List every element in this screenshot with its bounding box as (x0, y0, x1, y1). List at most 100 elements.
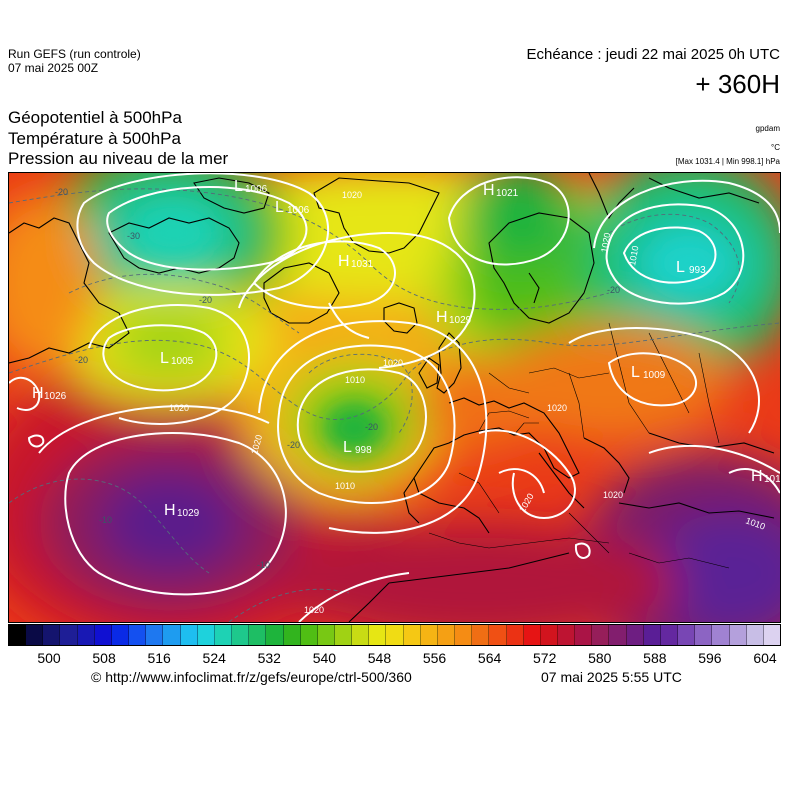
color-scale-tick-label: 556 (422, 650, 447, 666)
svg-text:1021: 1021 (496, 188, 519, 199)
color-scale-swatch (678, 625, 696, 645)
title-temperature: Température à 500hPa (8, 129, 181, 148)
color-scale-swatch (334, 625, 353, 645)
unit-temperature: °C (771, 143, 780, 152)
svg-text:1026: 1026 (44, 391, 67, 402)
isotherm-label: -30 (127, 231, 140, 241)
high-centre: H 1031 (338, 253, 374, 270)
country-borders (428, 322, 730, 569)
forecast-valid-time: Echéance : jeudi 22 mai 2025 0h UTC (526, 46, 780, 63)
color-scale-swatch (609, 625, 627, 645)
color-scale-swatch (300, 625, 318, 645)
color-scale-tick-label: 596 (698, 650, 722, 666)
source-url[interactable]: © http://www.infoclimat.fr/z/gefs/europe… (91, 669, 412, 685)
geopotential-detail (134, 207, 727, 450)
svg-text:1031: 1031 (351, 259, 374, 270)
low-centre: L 1006 (275, 199, 310, 216)
color-scale-tick-label: 524 (202, 650, 226, 666)
geopotential-field (9, 173, 780, 622)
isotherm-label: -20 (199, 295, 212, 305)
color-scale-swatch (317, 625, 335, 645)
isotherm-label: -10 (257, 560, 270, 570)
color-scale-swatch (283, 625, 301, 645)
forecast-hours: + 360H (695, 69, 780, 99)
color-scale-tick-label: 580 (588, 650, 612, 666)
color-scale-tick-label: 604 (753, 650, 777, 666)
svg-text:H: H (436, 309, 448, 326)
color-scale-tick-label: 500 (37, 650, 61, 666)
isotherm-label: -20 (365, 422, 378, 432)
svg-text:1006: 1006 (287, 205, 310, 216)
color-scale-swatch (163, 625, 181, 645)
svg-text:1005: 1005 (171, 356, 194, 367)
isotherm-label: -20 (55, 187, 68, 197)
color-scale-swatch (472, 625, 490, 645)
svg-text:993: 993 (689, 265, 706, 276)
isotherm-label: -20 (607, 285, 620, 295)
isobar-label: 1010 (345, 375, 365, 385)
isobar-label: 1020 (169, 403, 189, 413)
color-scale-swatch (60, 625, 78, 645)
high-centre: H 1026 (32, 385, 67, 402)
color-scale-tick-label: 588 (643, 650, 667, 666)
isobar-label: 1020 (547, 403, 567, 413)
isotherm-label: -20 (287, 440, 300, 450)
isobar-label: 1020 (599, 232, 612, 253)
color-scale-swatch (575, 625, 593, 645)
isotherm-label: -20 (75, 355, 88, 365)
isobar-label: 1020 (603, 490, 623, 500)
color-scale-swatch (180, 625, 198, 645)
title-pressure: Pression au niveau de la mer (8, 149, 229, 168)
color-scale-tick-label: 564 (477, 650, 502, 666)
color-scale-swatch (94, 625, 112, 645)
color-scale-tick-label: 548 (367, 650, 392, 666)
color-scale-swatch (506, 625, 524, 645)
color-scale-swatch (746, 625, 764, 645)
color-scale-swatch (437, 625, 456, 645)
svg-text:L: L (343, 439, 352, 456)
svg-text:1029: 1029 (449, 315, 472, 326)
run-line-1: Run GEFS (run controle) (8, 47, 141, 61)
color-scale-swatch (129, 625, 147, 645)
color-scale-swatch (558, 625, 576, 645)
svg-text:L: L (676, 259, 685, 276)
color-scale-swatch (643, 625, 661, 645)
generation-time: 07 mai 2025 5:55 UTC (541, 669, 682, 685)
color-scale-swatch (420, 625, 438, 645)
color-scale-swatch (214, 625, 233, 645)
svg-text:L: L (275, 199, 284, 216)
color-scale-swatch (26, 625, 44, 645)
run-line-2: 07 mai 2025 00Z (8, 61, 99, 75)
color-scale-swatch (146, 625, 164, 645)
low-centre: L 998 (343, 439, 372, 456)
isobars (9, 173, 780, 622)
color-scale-tick-label: 540 (312, 650, 337, 666)
svg-text:H: H (164, 502, 176, 519)
color-scale-swatch (266, 625, 284, 645)
low-centre: L 1006 (234, 178, 268, 195)
color-scale-tick-label: 572 (533, 650, 557, 666)
color-scale-tick-label: 508 (92, 650, 116, 666)
color-scale-swatch (197, 625, 215, 645)
svg-text:1029: 1029 (177, 508, 200, 519)
pressure-centres: H 1021 H 1031 H 1029 H 1026 H 1029 H 101 L 1006… (32, 178, 780, 519)
color-scale-swatch (540, 625, 558, 645)
color-scale-swatch (111, 625, 130, 645)
weather-map-canvas: H 1021 H 1031 H 1029 H 1026 H 1029 H 101 L 1006… (9, 173, 780, 622)
svg-text:H: H (32, 385, 44, 402)
svg-text:998: 998 (355, 445, 372, 456)
svg-text:H: H (483, 182, 495, 199)
color-scale-swatch (9, 625, 27, 645)
low-centre: L 993 (676, 259, 706, 276)
color-scale-swatch (763, 625, 781, 645)
color-scale-swatch (403, 625, 421, 645)
svg-text:H: H (751, 468, 763, 485)
color-scale-tick-label: 532 (257, 650, 281, 666)
high-centre: H 1021 (483, 182, 519, 199)
isobar-label: 1010 (627, 245, 640, 266)
svg-text:H: H (338, 253, 350, 270)
low-centre: L 1005 (160, 350, 194, 367)
isobar-label: 1010 (335, 481, 355, 491)
pressure-max-min: [Max 1031.4 | Min 998.1] hPa (675, 157, 780, 166)
weather-map: H 1021 H 1031 H 1029 H 1026 H 1029 H 101 L 1006… (8, 172, 781, 623)
